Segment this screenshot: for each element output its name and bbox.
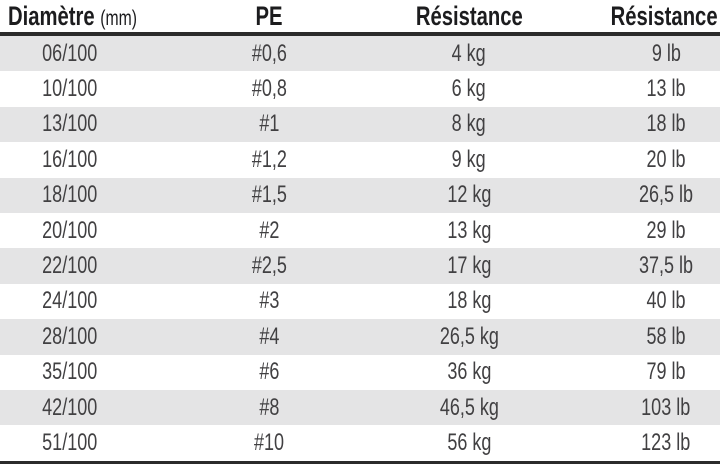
cell-resistance-lb: 37,5 lb: [638, 252, 694, 280]
table-row: 18/100 #1,5 12 kg 26,5 lb: [0, 177, 720, 213]
cell-diametre: 18/100: [42, 181, 98, 209]
cell-pe: #2: [258, 216, 280, 244]
cell-diametre: 42/100: [42, 393, 98, 421]
cell-resistance-kg: 12 kg: [446, 181, 492, 209]
cell-resistance-kg: 36 kg: [446, 358, 492, 386]
cell-resistance-lb: 13 lb: [646, 75, 686, 103]
cell-resistance-kg: 4 kg: [451, 39, 487, 67]
table-body: 06/100 #0,6 4 kg 9 lb 10/100 #0,8 6 kg 13 lb 13/…: [0, 34, 720, 462]
cell-resistance-lb: 18 lb: [646, 110, 686, 138]
cell-resistance-kg: 13 kg: [446, 216, 492, 244]
cell-resistance-lb: 40 lb: [646, 287, 686, 315]
cell-diametre: 28/100: [42, 322, 98, 350]
cell-pe: #10: [253, 428, 285, 456]
table-row: 16/100 #1,2 9 kg 20 lb: [0, 142, 720, 177]
cell-pe: #3: [258, 287, 280, 315]
cell-pe: #1,5: [251, 181, 287, 209]
cell-resistance-lb: 20 lb: [646, 145, 686, 173]
cell-pe: #2,5: [251, 252, 287, 280]
table-header: Diamètre (mm) PE Résistance Résistance: [0, 0, 720, 36]
cell-resistance-lb: 58 lb: [646, 322, 686, 350]
cell-resistance-kg: 46,5 kg: [439, 393, 499, 421]
cell-diametre: 51/100: [42, 428, 98, 456]
table-row: 20/100 #2 13 kg 29 lb: [0, 213, 720, 248]
col-header-diametre-label: Diamètre: [8, 0, 95, 31]
cell-diametre: 10/100: [42, 75, 98, 103]
cell-resistance-lb: 9 lb: [651, 39, 681, 67]
table-row: 06/100 #0,6 4 kg 9 lb: [0, 34, 720, 72]
col-header-pe: PE: [140, 0, 398, 36]
cell-diametre: 06/100: [42, 39, 98, 67]
cell-diametre: 16/100: [42, 145, 98, 173]
cell-resistance-kg: 8 kg: [451, 110, 487, 138]
cell-pe: #8: [258, 393, 280, 421]
cell-resistance-lb: 26,5 lb: [638, 181, 694, 209]
table-row: 24/100 #3 18 kg 40 lb: [0, 284, 720, 319]
cell-resistance-kg: 18 kg: [446, 287, 492, 315]
cell-diametre: 24/100: [42, 287, 98, 315]
table-row: 10/100 #0,8 6 kg 13 lb: [0, 71, 720, 106]
cell-resistance-kg: 9 kg: [451, 145, 487, 173]
cell-pe: #0,6: [251, 39, 287, 67]
col-header-diametre: Diamètre (mm): [0, 0, 140, 36]
col-header-resistance-lb: Résistance: [540, 0, 720, 36]
cell-diametre: 35/100: [42, 358, 98, 386]
cell-diametre: 20/100: [42, 216, 98, 244]
cell-pe: #6: [258, 358, 280, 386]
table-row: 28/100 #4 26,5 kg 58 lb: [0, 319, 720, 355]
table-row: 35/100 #6 36 kg 79 lb: [0, 355, 720, 390]
cell-diametre: 13/100: [42, 110, 98, 138]
cell-resistance-kg: 6 kg: [451, 75, 487, 103]
table-row: 13/100 #1 8 kg 18 lb: [0, 106, 720, 143]
cell-resistance-lb: 123 lb: [641, 428, 691, 456]
col-header-diametre-unit: (mm): [100, 6, 138, 30]
cell-pe: #4: [258, 322, 280, 350]
table-row: 42/100 #8 46,5 kg 103 lb: [0, 389, 720, 426]
cell-resistance-lb: 79 lb: [646, 358, 686, 386]
cell-resistance-kg: 26,5 kg: [439, 322, 499, 350]
cell-resistance-lb: 29 lb: [646, 216, 686, 244]
cell-resistance-lb: 103 lb: [641, 393, 691, 421]
cell-diametre: 22/100: [42, 252, 98, 280]
cell-pe: #1,2: [251, 145, 287, 173]
cell-resistance-kg: 56 kg: [446, 428, 492, 456]
cell-resistance-kg: 17 kg: [446, 252, 492, 280]
header-row: Diamètre (mm) PE Résistance Résistance: [0, 0, 720, 36]
table-row: 51/100 #10 56 kg 123 lb: [0, 425, 720, 462]
cell-pe: #1: [258, 110, 280, 138]
cell-pe: #0,8: [251, 75, 287, 103]
table-row: 22/100 #2,5 17 kg 37,5 lb: [0, 248, 720, 284]
col-header-resistance-kg: Résistance: [398, 0, 540, 36]
